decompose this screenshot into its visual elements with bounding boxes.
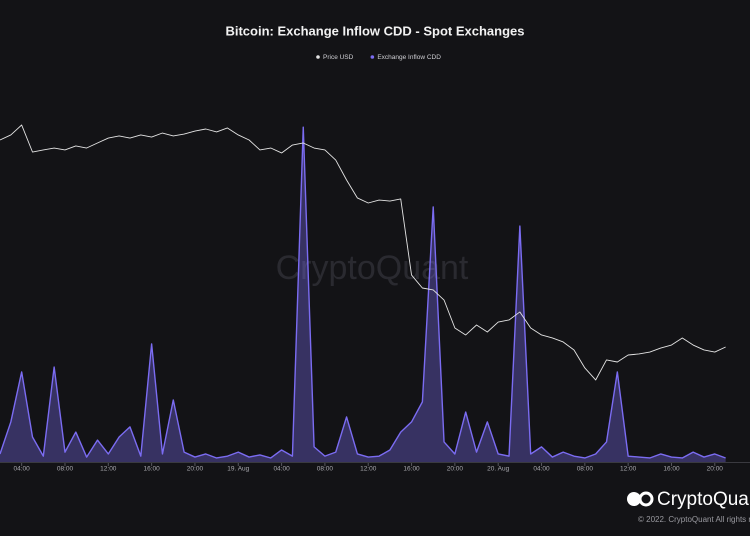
- x-tick-label: 19. Aug: [227, 466, 249, 473]
- legend-label: Exchange Inflow CDD: [377, 54, 441, 61]
- logo-icon: [638, 491, 654, 507]
- x-tick-label: 04:00: [533, 466, 550, 473]
- x-tick-label: 08:00: [577, 466, 594, 473]
- series-line: [0, 124, 726, 381]
- logo: CryptoQuant: [627, 489, 750, 510]
- legend-marker: [316, 55, 320, 59]
- copyright: © 2022. CryptoQuant All rights reserved.: [638, 515, 750, 524]
- x-tick-label: 08:00: [57, 466, 74, 473]
- legend-marker: [370, 55, 375, 59]
- chart-title: Bitcoin: Exchange Inflow CDD - Spot Exch…: [225, 23, 524, 38]
- x-tick-label: 16:00: [663, 466, 680, 473]
- legend-label: Price USD: [323, 54, 354, 61]
- x-tick-label: 12:00: [100, 466, 117, 473]
- series-line: [0, 126, 726, 459]
- plot-area: Price USD Exchange Inflow CDD 04:00 08:00 12…: [0, 54, 750, 473]
- x-tick-label: 16:00: [403, 466, 420, 473]
- x-tick-label: 20:00: [187, 466, 204, 473]
- x-tick-label: 20:00: [707, 466, 724, 473]
- x-tick-label: 12:00: [360, 466, 377, 473]
- x-tick-label: 12:00: [620, 466, 637, 473]
- x-tick-label: 16:00: [143, 466, 160, 473]
- logo-icon: [627, 492, 641, 506]
- x-tick-label: 08:00: [317, 466, 334, 473]
- logo-text: CryptoQuant: [657, 489, 750, 510]
- x-tick-label: 04:00: [273, 466, 290, 473]
- x-tick-label: 20. Aug: [487, 466, 509, 473]
- x-tick-label: 04:00: [14, 466, 31, 473]
- x-tick-label: 20:00: [447, 466, 464, 473]
